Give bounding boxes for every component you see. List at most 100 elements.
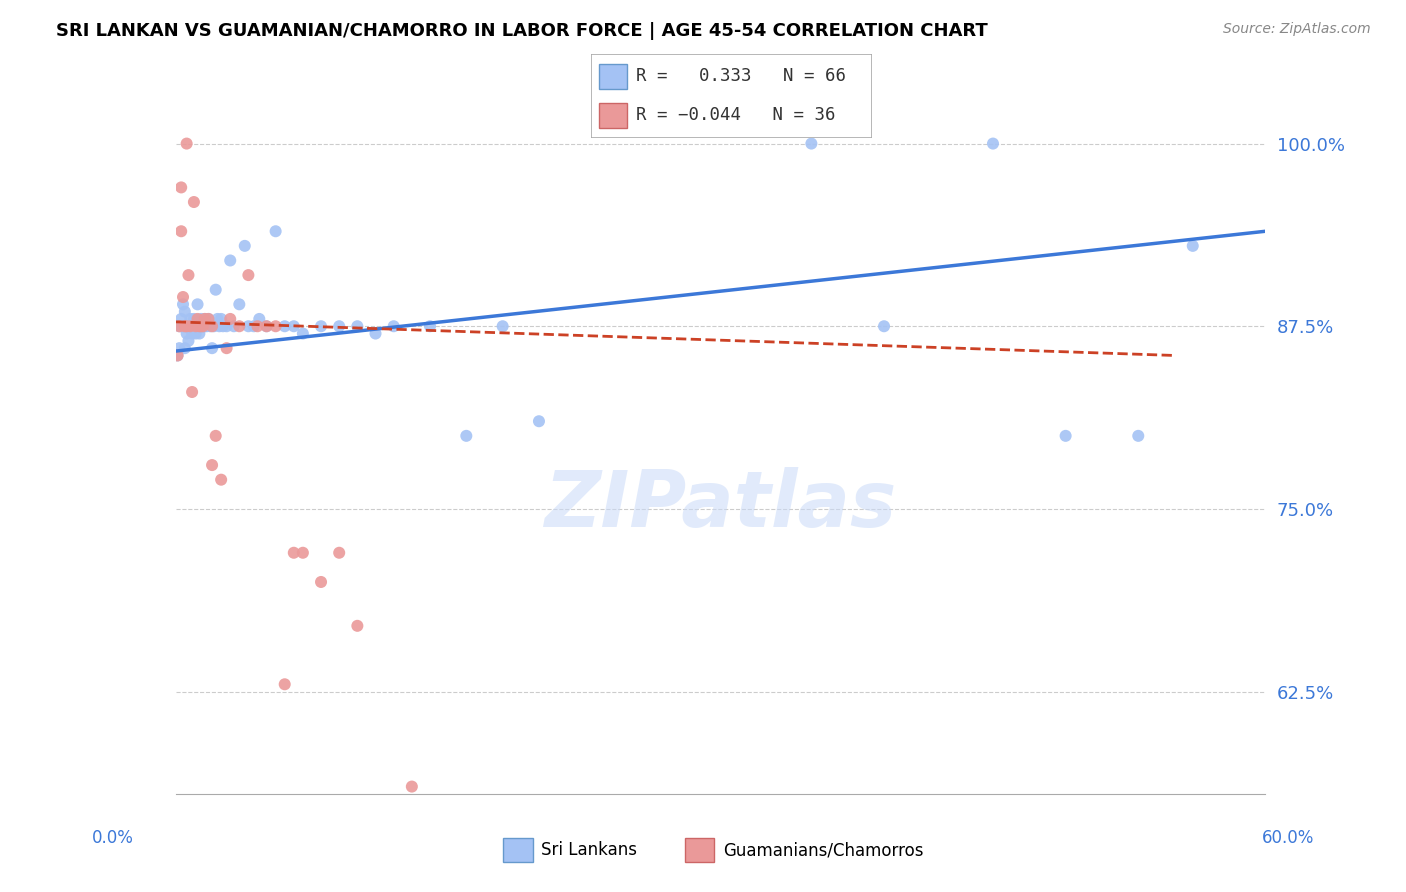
- Text: 0.0%: 0.0%: [91, 829, 134, 847]
- Point: [873, 319, 896, 334]
- Point: [173, 319, 195, 334]
- Point: [177, 334, 200, 348]
- Point: [215, 341, 238, 355]
- Point: [364, 794, 387, 808]
- Point: [256, 319, 278, 334]
- Point: [170, 319, 193, 334]
- Point: [169, 341, 191, 355]
- Point: [215, 319, 238, 334]
- Text: SRI LANKAN VS GUAMANIAN/CHAMORRO IN LABOR FORCE | AGE 45-54 CORRELATION CHART: SRI LANKAN VS GUAMANIAN/CHAMORRO IN LABO…: [56, 22, 988, 40]
- Point: [166, 349, 188, 363]
- Point: [328, 319, 350, 334]
- Point: [190, 312, 212, 326]
- Point: [169, 319, 191, 334]
- Point: [291, 326, 314, 341]
- Point: [194, 312, 217, 326]
- Point: [190, 319, 212, 334]
- Text: R =   0.333   N = 66: R = 0.333 N = 66: [636, 68, 845, 86]
- Point: [200, 319, 222, 334]
- Point: [264, 319, 287, 334]
- Text: Sri Lankans: Sri Lankans: [541, 841, 637, 859]
- Point: [233, 239, 256, 253]
- Point: [1128, 429, 1150, 443]
- Point: [181, 384, 204, 399]
- Point: [309, 319, 332, 334]
- Bar: [503, 838, 533, 862]
- Point: [176, 136, 198, 151]
- Point: [283, 546, 305, 560]
- Point: [183, 194, 205, 209]
- Point: [194, 312, 217, 326]
- Point: [492, 319, 515, 334]
- Point: [186, 312, 209, 326]
- Point: [346, 619, 368, 633]
- FancyBboxPatch shape: [591, 54, 872, 138]
- Text: ZIPatlas: ZIPatlas: [544, 467, 897, 543]
- Bar: [599, 63, 627, 89]
- Text: R = −0.044   N = 36: R = −0.044 N = 36: [636, 106, 835, 124]
- Point: [382, 319, 405, 334]
- Text: 60.0%: 60.0%: [1263, 829, 1315, 847]
- Point: [401, 780, 423, 794]
- Point: [219, 253, 242, 268]
- Point: [183, 319, 205, 334]
- Point: [346, 319, 368, 334]
- Point: [170, 224, 193, 238]
- Point: [238, 319, 260, 334]
- Text: Source: ZipAtlas.com: Source: ZipAtlas.com: [1223, 22, 1371, 37]
- Point: [201, 319, 224, 334]
- Point: [176, 326, 198, 341]
- Point: [219, 312, 242, 326]
- Point: [228, 297, 250, 311]
- Point: [188, 319, 211, 334]
- Point: [183, 312, 205, 326]
- Text: Guamanians/Chamorros: Guamanians/Chamorros: [723, 841, 924, 859]
- Point: [172, 290, 194, 304]
- Point: [527, 414, 550, 428]
- Point: [173, 319, 195, 334]
- Point: [173, 341, 195, 355]
- Point: [208, 319, 231, 334]
- Point: [186, 297, 209, 311]
- Point: [246, 319, 269, 334]
- Point: [176, 319, 198, 334]
- Point: [209, 473, 232, 487]
- Point: [247, 312, 270, 326]
- Point: [291, 546, 314, 560]
- Point: [191, 319, 214, 334]
- Point: [274, 677, 297, 691]
- Point: [1181, 239, 1204, 253]
- Point: [170, 180, 193, 194]
- Point: [184, 319, 207, 334]
- Point: [207, 312, 229, 326]
- Point: [195, 319, 218, 334]
- Point: [188, 319, 211, 334]
- Bar: [685, 838, 714, 862]
- Point: [264, 224, 287, 238]
- Point: [197, 312, 219, 326]
- Point: [209, 312, 232, 326]
- Point: [176, 319, 198, 334]
- Point: [181, 326, 204, 341]
- Point: [177, 319, 200, 334]
- Point: [172, 297, 194, 311]
- Point: [194, 319, 217, 334]
- Point: [228, 319, 250, 334]
- Point: [309, 574, 332, 589]
- Point: [243, 319, 266, 334]
- Point: [201, 458, 224, 472]
- Bar: [599, 103, 627, 128]
- Point: [181, 319, 204, 334]
- Point: [172, 319, 194, 334]
- Point: [437, 867, 460, 881]
- Point: [202, 319, 225, 334]
- Point: [800, 136, 823, 151]
- Point: [222, 319, 245, 334]
- Point: [328, 546, 350, 560]
- Point: [173, 304, 195, 318]
- Point: [191, 319, 214, 334]
- Point: [177, 268, 200, 282]
- Point: [188, 326, 211, 341]
- Point: [238, 268, 260, 282]
- Point: [169, 319, 191, 334]
